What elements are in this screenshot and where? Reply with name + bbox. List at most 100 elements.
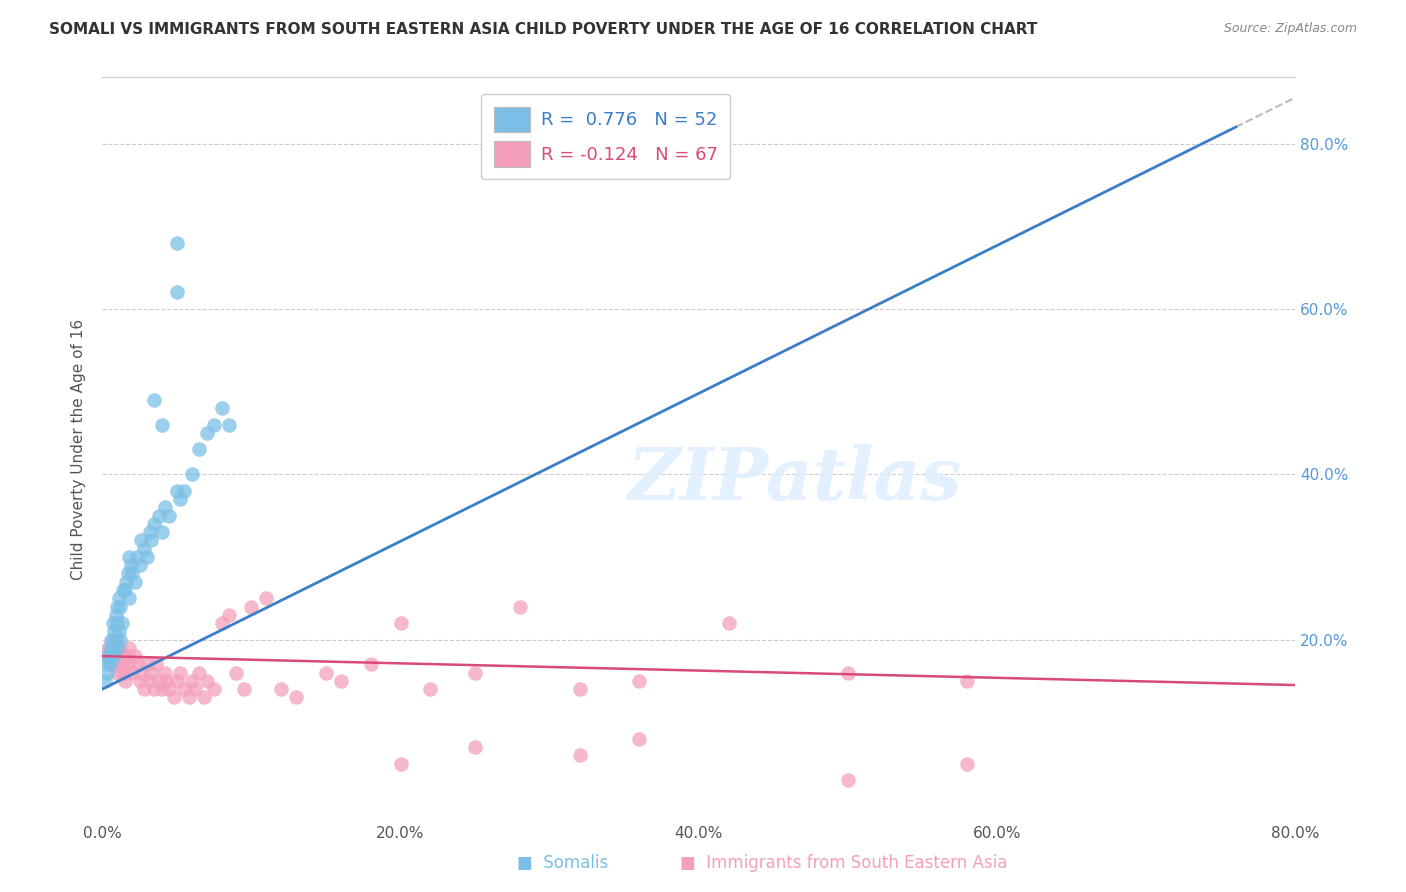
Point — [132, 682, 155, 697]
Legend: R =  0.776   N = 52, R = -0.124   N = 67: R = 0.776 N = 52, R = -0.124 N = 67 — [481, 94, 730, 179]
Point — [150, 682, 173, 697]
Point — [141, 533, 163, 548]
Point — [173, 483, 195, 498]
Text: Source: ZipAtlas.com: Source: ZipAtlas.com — [1223, 22, 1357, 36]
Point — [225, 665, 247, 680]
Point — [103, 657, 125, 672]
Point — [103, 624, 125, 639]
Point — [509, 599, 531, 614]
Point — [141, 665, 163, 680]
Point — [100, 632, 122, 647]
Point — [100, 649, 122, 664]
Text: ZIPatlas: ZIPatlas — [627, 443, 962, 515]
Point — [389, 615, 412, 630]
Point — [124, 574, 146, 589]
Point — [211, 615, 233, 630]
Point — [105, 615, 128, 630]
Text: SOMALI VS IMMIGRANTS FROM SOUTH EASTERN ASIA CHILD POVERTY UNDER THE AGE OF 16 C: SOMALI VS IMMIGRANTS FROM SOUTH EASTERN … — [49, 22, 1038, 37]
Point — [177, 690, 200, 705]
Point — [150, 525, 173, 540]
Point — [188, 442, 211, 457]
Point — [464, 665, 486, 680]
Point — [97, 649, 120, 664]
Point — [202, 417, 225, 432]
Point — [464, 740, 486, 755]
Point — [157, 682, 180, 697]
Point — [128, 558, 150, 573]
Point — [143, 392, 166, 407]
Point — [118, 549, 141, 564]
Point — [127, 657, 149, 672]
Point — [169, 491, 191, 506]
Point — [180, 467, 202, 482]
Point — [105, 649, 128, 664]
Point — [114, 582, 136, 597]
Point — [118, 657, 141, 672]
Point — [195, 673, 218, 688]
Point — [254, 591, 277, 606]
Point — [108, 632, 131, 647]
Point — [148, 508, 170, 523]
Y-axis label: Child Poverty Under the Age of 16: Child Poverty Under the Age of 16 — [72, 318, 86, 580]
Point — [104, 632, 127, 647]
Point — [837, 773, 859, 788]
Point — [108, 599, 131, 614]
Point — [110, 665, 132, 680]
Point — [110, 615, 132, 630]
Point — [218, 417, 240, 432]
Point — [103, 649, 125, 664]
Point — [202, 682, 225, 697]
Point — [285, 690, 308, 705]
Point — [105, 665, 128, 680]
Point — [101, 615, 124, 630]
Point — [104, 607, 127, 622]
Point — [148, 673, 170, 688]
Point — [193, 690, 215, 705]
Point — [145, 657, 167, 672]
Point — [173, 682, 195, 697]
Point — [121, 665, 143, 680]
Point — [157, 508, 180, 523]
Point — [143, 516, 166, 531]
Point — [166, 235, 188, 250]
Point — [163, 690, 186, 705]
Point — [188, 665, 211, 680]
Point — [105, 599, 128, 614]
Point — [136, 657, 159, 672]
Point — [628, 731, 651, 746]
Point — [180, 673, 202, 688]
Point — [129, 665, 152, 680]
Point — [129, 533, 152, 548]
Point — [96, 665, 118, 680]
Point — [183, 682, 205, 697]
Text: ■  Immigrants from South Eastern Asia: ■ Immigrants from South Eastern Asia — [681, 855, 1007, 872]
Text: ■  Somalis: ■ Somalis — [517, 855, 607, 872]
Point — [270, 682, 292, 697]
Point — [97, 657, 120, 672]
Point — [94, 673, 117, 688]
Point — [717, 615, 740, 630]
Point — [107, 591, 129, 606]
Point — [139, 525, 162, 540]
Point — [96, 649, 118, 664]
Point — [101, 632, 124, 647]
Point — [118, 591, 141, 606]
Point — [108, 640, 131, 655]
Point — [956, 673, 979, 688]
Point — [132, 541, 155, 556]
Point — [153, 665, 176, 680]
Point — [97, 640, 120, 655]
Point — [315, 665, 337, 680]
Point — [117, 566, 139, 581]
Point — [98, 640, 121, 655]
Point — [419, 682, 441, 697]
Point — [211, 401, 233, 416]
Point — [103, 640, 125, 655]
Point — [117, 649, 139, 664]
Point — [240, 599, 263, 614]
Point — [128, 673, 150, 688]
Point — [153, 500, 176, 515]
Point — [125, 549, 148, 564]
Point — [166, 285, 188, 300]
Point — [166, 673, 188, 688]
